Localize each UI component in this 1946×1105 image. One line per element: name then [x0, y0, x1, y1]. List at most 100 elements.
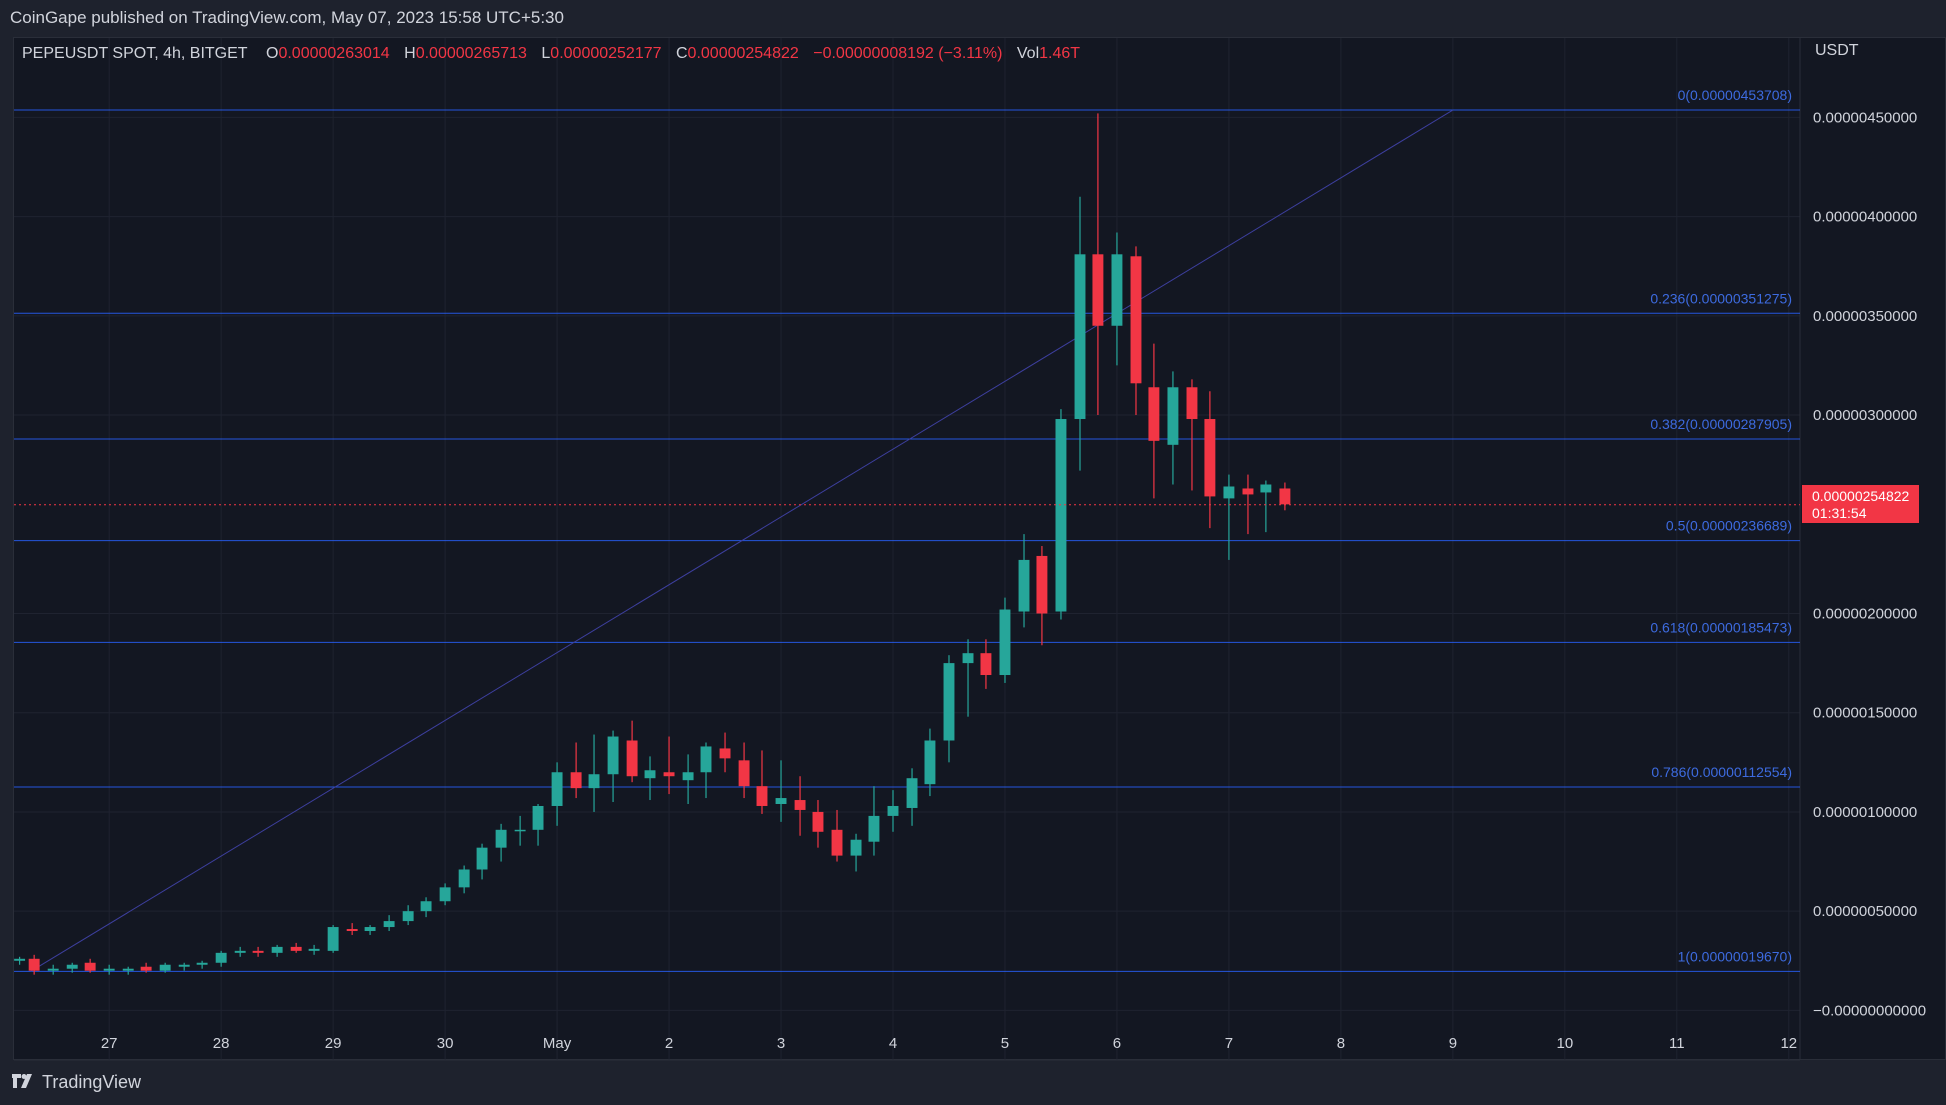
chart-panel[interactable]: [13, 37, 1946, 1060]
candle-body: [84, 962, 96, 971]
close-key: C: [675, 45, 688, 62]
candle-body: [868, 815, 880, 842]
bullish-candle: [308, 944, 320, 955]
candle-body: [308, 948, 320, 951]
footer-brand: TradingView: [42, 1072, 142, 1092]
bullish-candle: [850, 833, 862, 872]
bearish-candle: [346, 923, 358, 935]
bullish-candle: [178, 962, 190, 971]
bullish-candle: [103, 964, 115, 975]
symbol-label[interactable]: PEPEUSDT SPOT, 4h, BITGET: [22, 45, 248, 62]
time-tick-label: 28: [213, 1035, 230, 1052]
time-tick-label: 5: [1001, 1035, 1009, 1052]
candle-body: [1204, 419, 1216, 497]
bullish-candle: [700, 742, 712, 799]
bullish-candle: [588, 734, 600, 812]
bearish-candle: [84, 958, 96, 973]
current-price-badge: 0.00000254822 01:31:54: [1802, 485, 1919, 523]
fib-level-label: 0.618(0.00000185473): [1650, 619, 1792, 635]
bullish-candle: [1018, 534, 1030, 628]
trend-line: [30, 109, 1454, 972]
candle-body: [383, 921, 395, 928]
bearish-candle: [1148, 343, 1160, 499]
bullish-candle: [775, 760, 787, 822]
price-tick-label: −0.00000000000: [1813, 1002, 1926, 1019]
volume-value: 1.46T: [1039, 45, 1081, 62]
candle-body: [1055, 419, 1067, 612]
bullish-candle: [271, 944, 283, 957]
low-value: 0.00000252177: [550, 45, 662, 62]
bullish-candle: [327, 925, 339, 953]
candle-body: [962, 653, 974, 664]
candle-body: [756, 786, 768, 806]
bearish-candle: [140, 962, 152, 973]
volume-key: Vol: [1016, 45, 1040, 62]
candle-body: [738, 760, 750, 787]
candle-body: [1279, 488, 1291, 505]
candle-body: [644, 770, 656, 779]
price-tick-label: 0.00000150000: [1813, 705, 1917, 722]
candle-body: [1167, 387, 1179, 445]
time-tick-label: 27: [101, 1035, 118, 1052]
candle-body: [1018, 559, 1030, 612]
footer[interactable]: TradingView: [12, 1072, 141, 1093]
currency-unit[interactable]: USDT: [1815, 42, 1859, 59]
bullish-candle: [234, 946, 246, 957]
bearish-candle: [663, 736, 675, 795]
bullish-candle: [607, 730, 619, 803]
bearish-candle: [626, 720, 638, 783]
bearish-candle: [1186, 379, 1198, 491]
candle-body: [103, 968, 115, 971]
bullish-candle: [47, 964, 59, 975]
bearish-candle: [1036, 546, 1048, 646]
time-tick-label: 8: [1337, 1035, 1345, 1052]
open-value: 0.00000263014: [278, 45, 390, 62]
bullish-candle: [458, 865, 470, 894]
bullish-candle: [1074, 196, 1086, 471]
candle-body: [1074, 254, 1086, 420]
bearish-candle: [28, 954, 40, 975]
bullish-candle: [439, 883, 451, 906]
candle-body: [943, 663, 955, 741]
candle-body: [775, 798, 787, 805]
candle-body: [719, 748, 731, 759]
candle-body: [887, 805, 899, 816]
bullish-candle: [962, 639, 974, 717]
ohlc-legend: PEPEUSDT SPOT, 4h, BITGET O0.00000263014…: [22, 45, 1090, 63]
bearish-candle: [290, 942, 302, 953]
bullish-candle: [122, 966, 134, 975]
bullish-candle: [943, 655, 955, 763]
bullish-candle: [420, 897, 432, 918]
candle-body: [476, 847, 488, 870]
bearish-candle: [1242, 474, 1254, 535]
candle-body: [1148, 387, 1160, 441]
time-tick-label: 3: [777, 1035, 785, 1052]
candle-body: [1223, 486, 1235, 499]
candle-body: [812, 811, 824, 832]
bullish-candle: [402, 905, 414, 926]
candle-body: [1111, 254, 1123, 326]
candle-body: [980, 653, 992, 676]
bullish-candle: [906, 768, 918, 826]
candle-body: [439, 887, 451, 902]
low-key: L: [541, 45, 551, 62]
candle-body: [364, 927, 376, 932]
price-tick-label: 0.00000450000: [1813, 109, 1917, 126]
bullish-candle: [495, 823, 507, 862]
bullish-candle: [1055, 409, 1067, 620]
current-price-value: 0.00000254822: [1812, 488, 1910, 504]
time-tick-label: 7: [1225, 1035, 1233, 1052]
bearish-candle: [980, 639, 992, 689]
bullish-candle: [66, 962, 78, 973]
candle-body: [700, 746, 712, 773]
candle-body: [234, 950, 246, 953]
trend-line-layer: [30, 109, 1454, 972]
bearish-candle: [756, 750, 768, 814]
bullish-candle: [887, 790, 899, 832]
high-key: H: [404, 45, 416, 62]
bar-countdown: 01:31:54: [1812, 505, 1867, 521]
close-value: 0.00000254822: [687, 45, 799, 62]
price-tick-label: 0.00000100000: [1813, 804, 1917, 821]
bullish-candle: [476, 843, 488, 880]
